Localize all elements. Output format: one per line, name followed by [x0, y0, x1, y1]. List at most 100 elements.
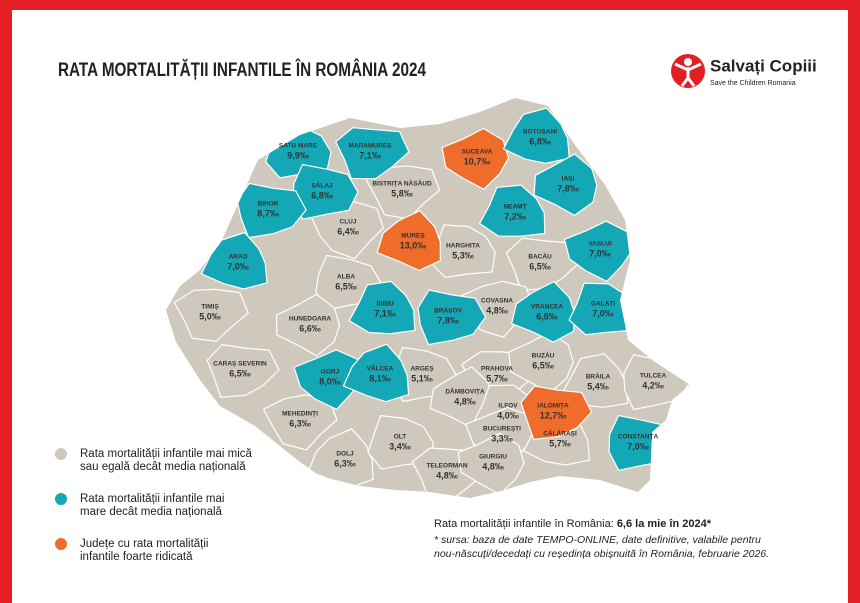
legend-label: infantile foarte ridicată — [80, 551, 193, 563]
note-source: nou-născuți/decedați cu reședința obișnu… — [434, 548, 769, 560]
note-lead: Rata mortalității infantile în România: — [434, 518, 617, 530]
county-name: COVASNA — [481, 298, 513, 305]
county-name: BUZĂU — [532, 351, 555, 360]
county-value: 5,7‰ — [549, 438, 571, 448]
county-value: 6,6‰ — [299, 323, 321, 333]
county-value: 5,8‰ — [391, 188, 413, 198]
county-shape — [502, 107, 571, 164]
county-value: 8,0‰ — [319, 376, 341, 386]
county-name: DOLJ — [336, 451, 354, 458]
county-value: 5,7‰ — [486, 373, 508, 383]
county-value: 7,0‰ — [592, 308, 614, 318]
county-name: MUREȘ — [401, 233, 425, 240]
note-text: Rata mortalității infantile în România: … — [434, 518, 712, 530]
legend-label: Județe cu rata mortalității — [80, 538, 208, 550]
county-shape — [342, 343, 410, 403]
county-name: IALOMIȚA — [537, 403, 569, 410]
legend-label: sau egală decât media națională — [80, 461, 246, 473]
county-shape — [236, 182, 307, 239]
county-name: VÂLCEA — [367, 364, 394, 373]
county-value: 3,3‰ — [491, 433, 513, 443]
county-name: TIMIȘ — [201, 304, 219, 311]
county-value: 7,2‰ — [504, 211, 526, 221]
logo-name: Salvați Copiii — [710, 56, 817, 75]
county-name: ILFOV — [498, 403, 518, 410]
county-value: 7,8‰ — [557, 183, 579, 193]
legend-swatch — [55, 448, 67, 460]
county-shape — [275, 293, 341, 357]
county-value: 8,7‰ — [257, 208, 279, 218]
county-value: 7,8‰ — [437, 315, 459, 325]
title: RATA MORTALITĂȚII INFANTILE ÎN ROMÂNIA 2… — [58, 59, 426, 81]
county-name: DÂMBOVIȚA — [445, 387, 485, 396]
logo-figure — [684, 58, 692, 66]
county-name: BACĂU — [528, 252, 552, 261]
county-name: MEHEDINȚI — [282, 411, 318, 418]
county-value: 7,1‰ — [374, 308, 396, 318]
county-shape — [206, 343, 280, 398]
county-name: CLUJ — [340, 219, 357, 226]
county-name: NEAMȚ — [503, 204, 526, 211]
county-value: 6,5‰ — [529, 261, 551, 271]
county-shape — [441, 127, 510, 191]
counties — [173, 107, 690, 498]
county-value: 4,8‰ — [482, 461, 504, 471]
county-value: 6,8‰ — [529, 136, 551, 146]
county-shape — [310, 200, 385, 260]
logo: Salvați Copiii Save the Children Romania — [671, 54, 817, 88]
county-shape — [568, 282, 635, 336]
county-name: ARAD — [229, 254, 248, 261]
county-value: 4,0‰ — [497, 410, 519, 420]
county-shape — [348, 280, 416, 335]
county-value: 4,8‰ — [436, 470, 458, 480]
county-name: PRAHOVA — [481, 366, 513, 373]
county-name: IAȘI — [562, 176, 575, 183]
county-name: ARGEȘ — [410, 366, 434, 373]
county-shape — [533, 153, 598, 217]
county-shape — [563, 220, 634, 283]
county-name: TELEORMAN — [426, 463, 467, 470]
county-value: 13,0‰ — [400, 240, 427, 250]
legend-swatch — [55, 538, 67, 550]
legend: Rata mortalității infantile mai micăsau … — [55, 448, 253, 563]
county-name: SĂLAJ — [311, 181, 333, 190]
note-source: * sursa: baza de date TEMPO-ONLINE, date… — [434, 534, 761, 546]
county-name: SUCEAVA — [462, 149, 493, 156]
county-name: HUNEDOARA — [289, 316, 332, 323]
county-value: 8,1‰ — [369, 373, 391, 383]
county-name: CARAȘ SEVERIN — [213, 361, 267, 368]
county-name: GALAȚI — [591, 301, 615, 308]
county-value: 6,5‰ — [532, 360, 554, 370]
county-name: BUCUREȘTI — [483, 426, 521, 433]
county-value: 6,4‰ — [337, 226, 359, 236]
county-value: 5,0‰ — [199, 311, 221, 321]
county-shape — [365, 165, 441, 220]
county-name: BOTOȘANI — [523, 129, 557, 136]
county-value: 3,4‰ — [389, 441, 411, 451]
county-name: CĂLĂRAȘI — [543, 429, 577, 438]
county-name: BIHOR — [258, 201, 279, 208]
county-shape — [307, 428, 374, 489]
county-value: 6,5‰ — [335, 281, 357, 291]
county-name: BRĂILA — [586, 372, 611, 381]
county-shape — [417, 289, 487, 346]
legend-label: Rata mortalității infantile mai — [80, 493, 224, 505]
county-shape — [376, 209, 441, 272]
county-name: VRANCEA — [531, 304, 563, 311]
county-value: 7,0‰ — [627, 441, 649, 451]
county-value: 6,8‰ — [536, 311, 558, 321]
county-name: BISTRIȚA NĂSĂUD — [372, 179, 432, 188]
note: Rata mortalității infantile în România: … — [434, 518, 769, 560]
county-name: VASLUI — [588, 241, 612, 248]
county-name: BRAȘOV — [434, 308, 462, 315]
county-shape — [173, 288, 249, 343]
note-highlight: 6,6 la mie în 2024* — [617, 518, 712, 530]
logo-figure — [674, 62, 702, 87]
county-value: 7,0‰ — [227, 261, 249, 271]
county-name: GORJ — [321, 369, 340, 376]
county-name: CONSTANȚA — [618, 434, 659, 441]
legend-swatch — [55, 493, 67, 505]
